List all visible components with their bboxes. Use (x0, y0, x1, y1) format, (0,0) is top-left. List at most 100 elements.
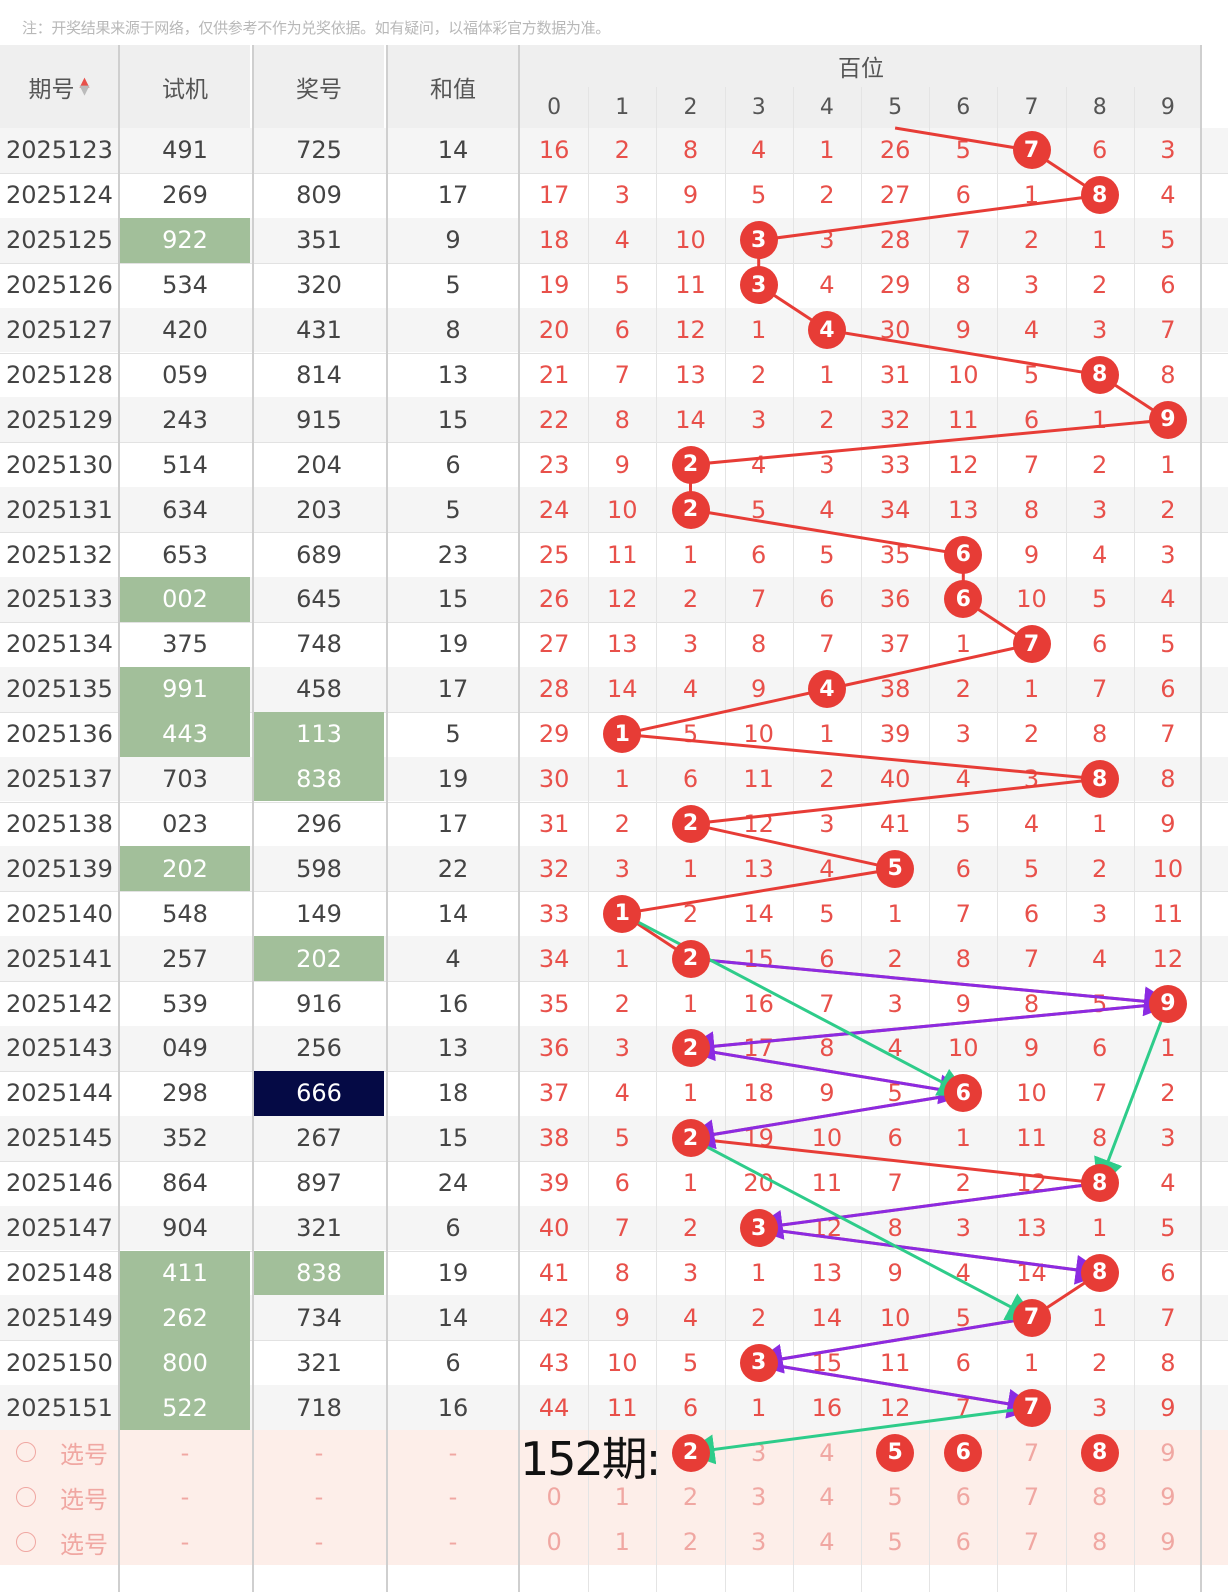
pick-digit[interactable]: 2 (682, 1528, 699, 1557)
miss-count: 11 (1016, 1124, 1047, 1153)
row-divider (0, 621, 1228, 623)
miss-count: 1 (682, 989, 699, 1018)
issue-number: 2025134 (6, 630, 113, 659)
issue-number: 2025133 (6, 585, 113, 614)
column-divider (518, 45, 520, 1592)
miss-count: 9 (614, 1303, 630, 1332)
miss-count: 12 (1152, 944, 1184, 973)
miss-count: 29 (879, 271, 911, 300)
column-divider (252, 45, 254, 1592)
pick-ball[interactable]: 6 (944, 1433, 983, 1472)
miss-count: 3 (1092, 1393, 1108, 1422)
pick-digit[interactable]: 8 (1092, 1483, 1108, 1512)
pick-digit[interactable]: 2 (682, 1483, 699, 1512)
pick-radio[interactable] (16, 1442, 36, 1463)
sum-value: 14 (437, 899, 469, 928)
digit-header-9: 9 (1133, 87, 1202, 128)
pick-digit[interactable]: 0 (546, 1528, 562, 1557)
digit-divider (1133, 87, 1135, 1592)
issue-number: 2025129 (6, 405, 113, 434)
pick-ball[interactable]: 2 (671, 1433, 710, 1472)
trial-number: 991 (120, 666, 250, 712)
miss-count: 12 (1016, 1169, 1047, 1198)
miss-count: 3 (819, 450, 835, 479)
miss-count: 2 (1160, 1079, 1176, 1108)
pick-draw: - (314, 1438, 324, 1467)
pick-digit[interactable]: 5 (887, 1483, 903, 1512)
pick-digit[interactable]: 1 (614, 1483, 630, 1512)
miss-count: 16 (743, 989, 774, 1018)
miss-count: 2 (682, 1214, 699, 1243)
hit-ball: 3 (739, 266, 778, 305)
miss-count: 2 (819, 765, 835, 794)
miss-count: 27 (879, 181, 911, 210)
miss-count: 30 (879, 316, 911, 345)
pick-digit[interactable]: 4 (819, 1528, 835, 1557)
issue-number: 2025126 (6, 271, 113, 300)
miss-count: 4 (682, 675, 699, 704)
pick-label[interactable]: 选号 (60, 1441, 108, 1470)
miss-count: 12 (675, 316, 706, 345)
sum-value: 5 (445, 720, 461, 749)
miss-count: 5 (1092, 989, 1108, 1018)
miss-count: 9 (1160, 1393, 1176, 1422)
pick-digit[interactable]: 5 (887, 1528, 903, 1557)
pick-row-bg (0, 1475, 1228, 1520)
miss-count: 4 (1160, 181, 1176, 210)
miss-count: 11 (607, 540, 638, 569)
miss-count: 6 (1023, 899, 1040, 928)
draw-number: 645 (296, 585, 342, 614)
column-header-issue[interactable]: 期号 ▲ ▼ (0, 45, 118, 128)
pick-radio[interactable] (16, 1487, 36, 1507)
pick-radio[interactable] (16, 1531, 36, 1552)
pick-digit[interactable]: 1 (614, 1528, 630, 1557)
hit-ball: 6 (944, 535, 983, 574)
digit-divider (588, 87, 590, 1592)
pick-ball[interactable]: 8 (1080, 1433, 1119, 1472)
issue-number: 2025136 (6, 720, 113, 749)
miss-count: 10 (743, 720, 774, 749)
sum-value: 13 (437, 360, 469, 389)
miss-count: 8 (751, 630, 767, 659)
miss-count: 1 (1023, 181, 1040, 210)
digit-header-6: 6 (929, 87, 998, 128)
pick-digit[interactable]: 9 (1160, 1528, 1176, 1557)
miss-count: 1 (1092, 1303, 1108, 1332)
miss-count: 1 (751, 316, 767, 345)
pick-digit[interactable]: 3 (751, 1438, 767, 1467)
miss-count: 11 (879, 1348, 911, 1377)
pick-digit[interactable]: 7 (1023, 1483, 1040, 1512)
miss-count: 15 (811, 1348, 843, 1377)
draw-number: 113 (254, 711, 384, 757)
pick-ball[interactable]: 5 (876, 1433, 915, 1472)
miss-count: 3 (1023, 271, 1040, 300)
pick-digit[interactable]: 4 (819, 1483, 835, 1512)
pick-digit[interactable]: 3 (751, 1528, 767, 1557)
miss-count: 9 (955, 989, 971, 1018)
pick-digit[interactable]: 3 (751, 1483, 767, 1512)
row-stripe (0, 487, 1228, 533)
pick-digit[interactable]: 4 (819, 1438, 835, 1467)
pick-digit[interactable]: 9 (1160, 1438, 1176, 1467)
pick-digit[interactable]: 6 (955, 1483, 971, 1512)
miss-count: 3 (819, 226, 835, 255)
miss-count: 1 (887, 899, 903, 928)
miss-count: 40 (879, 765, 911, 794)
pick-label[interactable]: 选号 (60, 1485, 108, 1514)
trial-number: 864 (162, 1169, 208, 1198)
pick-digit[interactable]: 6 (955, 1528, 971, 1557)
miss-count: 2 (1092, 1348, 1108, 1377)
pick-digit[interactable]: 8 (1092, 1528, 1108, 1557)
draw-number: 321 (296, 1214, 342, 1243)
miss-count: 3 (1160, 1124, 1176, 1153)
row-divider (0, 801, 1228, 803)
pick-digit[interactable]: 0 (546, 1483, 562, 1512)
pick-digit[interactable]: 7 (1023, 1438, 1040, 1467)
issue-number: 2025131 (6, 495, 113, 524)
pick-label[interactable]: 选号 (60, 1530, 108, 1559)
pick-digit[interactable]: 9 (1160, 1483, 1176, 1512)
miss-count: 7 (819, 630, 835, 659)
pick-trial: - (180, 1438, 190, 1467)
pick-digit[interactable]: 7 (1023, 1528, 1040, 1557)
